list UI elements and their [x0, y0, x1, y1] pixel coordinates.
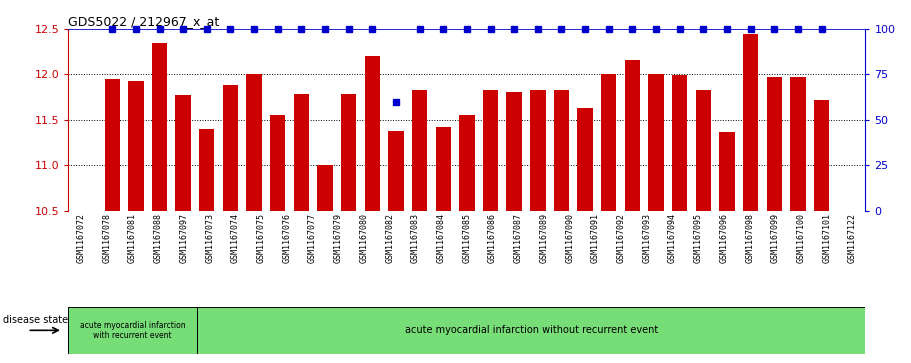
Bar: [341, 94, 356, 211]
Text: GSM1167101: GSM1167101: [823, 213, 832, 264]
Text: GSM1167080: GSM1167080: [360, 213, 369, 264]
Bar: [766, 77, 782, 211]
Bar: [814, 100, 829, 211]
Text: GSM1167092: GSM1167092: [617, 213, 626, 264]
Bar: [672, 75, 688, 211]
Text: GSM1167088: GSM1167088: [154, 213, 163, 264]
Bar: [105, 79, 120, 211]
Text: GSM1167100: GSM1167100: [796, 213, 805, 264]
Text: GSM1167084: GSM1167084: [436, 213, 445, 264]
Text: GSM1167082: GSM1167082: [385, 213, 394, 264]
Bar: [412, 90, 427, 211]
Text: GSM1167085: GSM1167085: [463, 213, 471, 264]
Bar: [578, 108, 593, 211]
Text: GSM1167077: GSM1167077: [308, 213, 317, 264]
Text: GSM1167090: GSM1167090: [565, 213, 574, 264]
Text: GSM1167074: GSM1167074: [231, 213, 240, 264]
Bar: [530, 90, 546, 211]
Bar: [152, 43, 168, 211]
Bar: [200, 129, 214, 211]
Text: GSM1167097: GSM1167097: [179, 213, 189, 264]
Bar: [223, 85, 238, 211]
Text: acute myocardial infarction
with recurrent event: acute myocardial infarction with recurre…: [80, 321, 186, 340]
Bar: [388, 131, 404, 211]
Bar: [270, 115, 285, 211]
Text: GSM1167087: GSM1167087: [514, 213, 523, 264]
Text: GSM1167086: GSM1167086: [488, 213, 497, 264]
Text: GSM1167122: GSM1167122: [848, 213, 857, 264]
Text: disease state: disease state: [4, 315, 68, 325]
Bar: [625, 60, 640, 211]
Text: GSM1167072: GSM1167072: [77, 213, 86, 264]
Text: GSM1167096: GSM1167096: [720, 213, 729, 264]
Bar: [696, 90, 711, 211]
Bar: [459, 115, 475, 211]
Text: GSM1167081: GSM1167081: [128, 213, 138, 264]
Text: GSM1167099: GSM1167099: [771, 213, 780, 264]
Bar: [246, 74, 261, 211]
Text: GSM1167094: GSM1167094: [668, 213, 677, 264]
Bar: [554, 90, 569, 211]
Bar: [649, 73, 664, 211]
Text: GSM1167089: GSM1167089: [539, 213, 548, 264]
Text: GSM1167098: GSM1167098: [745, 213, 754, 264]
Text: GSM1167078: GSM1167078: [102, 213, 111, 264]
Bar: [790, 77, 805, 211]
Bar: [317, 165, 333, 211]
Bar: [293, 94, 309, 211]
Bar: [483, 90, 498, 211]
Bar: [176, 95, 191, 211]
Text: GSM1167083: GSM1167083: [411, 213, 420, 264]
Text: GSM1167076: GSM1167076: [282, 213, 292, 264]
Bar: [435, 127, 451, 211]
Text: GSM1167095: GSM1167095: [694, 213, 702, 264]
Text: GSM1167079: GSM1167079: [333, 213, 343, 264]
Bar: [507, 91, 522, 211]
Bar: [128, 81, 144, 211]
Text: GSM1167073: GSM1167073: [205, 213, 214, 264]
Bar: [364, 56, 380, 211]
Bar: [68, 307, 197, 354]
Bar: [197, 307, 865, 354]
Bar: [601, 74, 617, 211]
Text: GDS5022 / 212967_x_at: GDS5022 / 212967_x_at: [68, 15, 220, 28]
Bar: [742, 34, 758, 211]
Bar: [720, 132, 734, 211]
Text: GSM1167093: GSM1167093: [642, 213, 651, 264]
Text: GSM1167075: GSM1167075: [257, 213, 266, 264]
Text: GSM1167091: GSM1167091: [591, 213, 600, 264]
Text: acute myocardial infarction without recurrent event: acute myocardial infarction without recu…: [404, 325, 658, 335]
